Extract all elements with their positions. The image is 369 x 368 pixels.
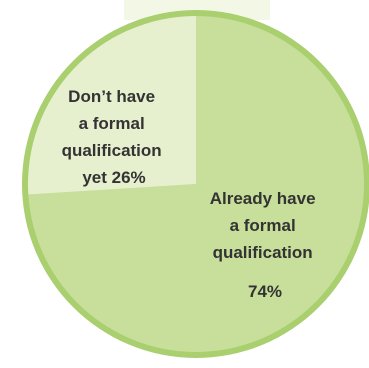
slice-value-label: 74% [248,282,282,301]
slice-label-line: a formal [230,216,296,235]
slice-label-line: a formal [79,114,145,133]
slice-label-line: Already have [210,189,316,208]
slice-label-already-have: Already have a formal qualification 74% [210,189,321,301]
slice-value-label: yet 26% [82,168,145,187]
slice-label-dont-have: Don’t have a formal qualification yet 26… [62,87,167,187]
pie-labels: Already have a formal qualification 74% … [62,87,321,301]
slice-label-line: qualification [62,141,162,160]
pie-slice-0 [28,16,364,352]
slice-label-line: Don’t have [68,87,155,106]
pie-slices [28,16,364,352]
slice-label-line: qualification [213,243,313,262]
pie-slice-1 [28,16,196,195]
